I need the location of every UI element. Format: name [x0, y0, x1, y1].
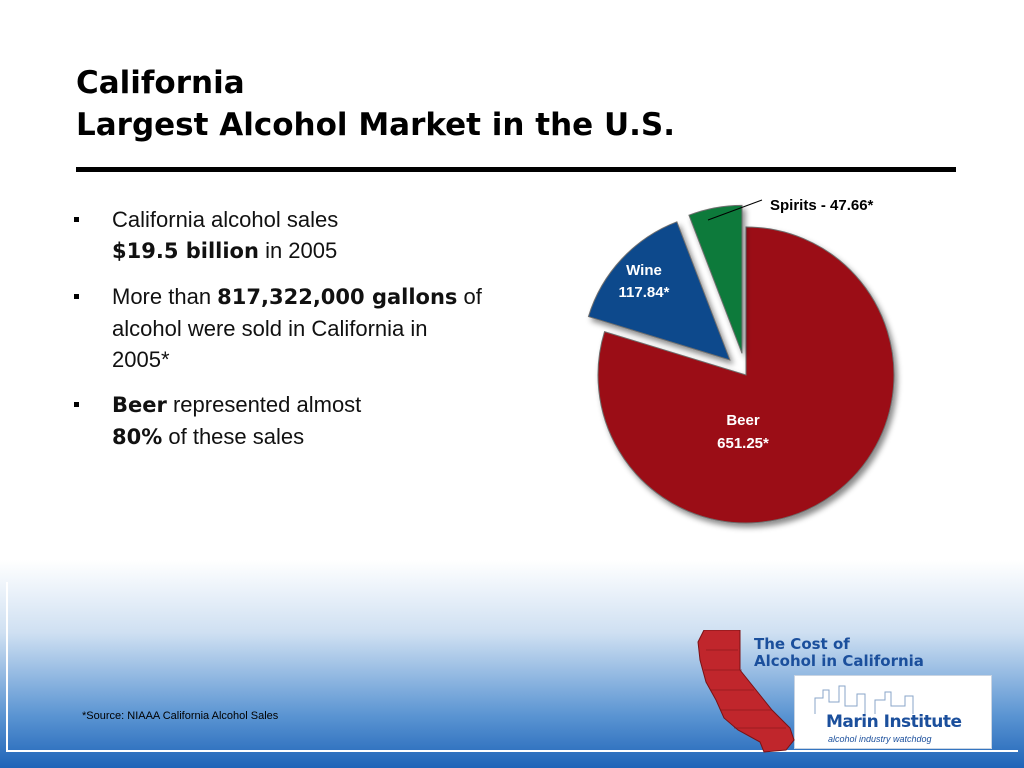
logo-card: The Cost of Alcohol in California Marin … [694, 630, 1004, 753]
slide-title: California Largest Alcohol Market in the… [76, 62, 675, 146]
slide-title-line-2: Largest Alcohol Market in the U.S. [76, 107, 676, 143]
pie-label-wine-name: Wine [626, 262, 662, 279]
footer-frame-line [6, 582, 1018, 752]
bullet-bold-text: Beer [112, 393, 167, 417]
bullet-list: California alcohol sales $19.5 billion i… [70, 204, 490, 467]
bullet-text: represented almost [166, 392, 362, 417]
logo-title-line-1: The Cost of [754, 635, 850, 653]
bullet-bold-text: 80% [112, 425, 163, 449]
bullet-item-sales: California alcohol sales $19.5 billion i… [70, 204, 490, 267]
pie-label-beer-value: 651.25* [717, 435, 769, 452]
city-skyline-icon [814, 685, 914, 714]
spirits-leader-line [707, 199, 763, 221]
pie-slice-wine [587, 221, 731, 361]
pie-slice-spirits [688, 204, 743, 354]
california-map-icon [697, 630, 795, 753]
pie-slice-beer [597, 226, 895, 524]
bullet-marker-icon [74, 294, 79, 299]
logo-title: The Cost of Alcohol in California [754, 636, 924, 670]
pie-label-wine-value: 117.84* [619, 284, 670, 301]
logo-title-line-2: Alcohol in California [754, 652, 924, 670]
bullet-marker-icon [74, 402, 79, 407]
bullet-text: in 2005 [258, 238, 338, 263]
marin-institute-tagline: alcohol industry watchdog [828, 734, 932, 744]
title-divider [76, 167, 956, 172]
bullet-text: More than [112, 284, 218, 309]
pie-label-beer-name: Beer [726, 412, 760, 429]
bullet-text: of alcohol were sold in California in 20… [112, 284, 482, 372]
bullet-text: California alcohol sales [112, 207, 339, 232]
alcohol-sales-pie-chart: Spirits - 47.66* Wine 117.84* Beer 651.2… [587, 197, 895, 524]
bullet-text: of these sales [162, 424, 305, 449]
source-footnote: *Source: NIAAA California Alcohol Sales [82, 710, 279, 722]
bullet-marker-icon [74, 217, 79, 222]
pie-label-spirits: Spirits - 47.66* [770, 197, 874, 214]
bullet-bold-text: 817,322,000 gallons [217, 285, 458, 309]
slide-title-line-1: California [76, 65, 245, 101]
logo-panel [794, 675, 992, 749]
bullet-item-gallons: More than 817,322,000 gallons of alcohol… [70, 281, 490, 375]
marin-institute-logo-text: Marin Institute [826, 712, 962, 732]
bullet-bold-text: $19.5 billion [112, 239, 259, 263]
bullet-item-beer: Beer represented almost 80% of these sal… [70, 389, 490, 453]
